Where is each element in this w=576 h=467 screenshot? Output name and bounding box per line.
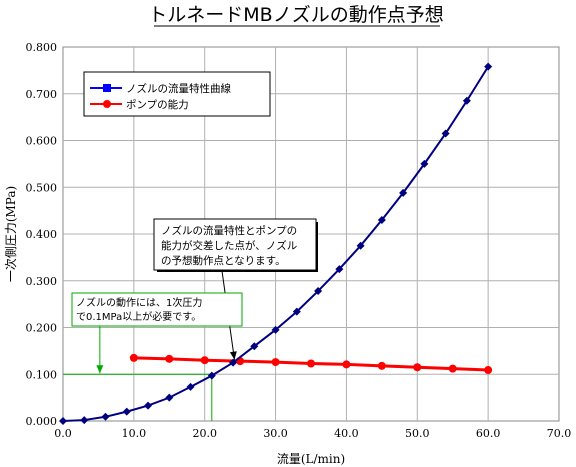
annotation-operating-point-line-1: ノズルの流量特性とポンプの — [161, 224, 297, 237]
data-point-pump — [342, 360, 351, 369]
annotation-operating-point-arrowhead — [229, 351, 237, 360]
x-tick-label: 40.0 — [334, 427, 359, 440]
data-point-nozzle — [356, 241, 365, 250]
data-point-nozzle — [292, 307, 301, 316]
x-tick-label: 0.0 — [54, 427, 72, 440]
annotation-min-pressure-arrowhead — [96, 365, 104, 374]
data-point-pump — [377, 361, 386, 370]
x-tick-labels: 0.0 10.0 20.0 30.0 40.0 50.0 60.0 70.0 — [54, 427, 571, 440]
y-tick-label: 0.300 — [26, 275, 58, 288]
series-layer — [59, 62, 493, 425]
y-tick-label: 0.100 — [26, 368, 58, 381]
legend-label-nozzle: ノズルの流量特性曲線 — [126, 82, 231, 95]
annotation-min-pressure-line-2: で0.1MPa以上が必要です。 — [76, 310, 201, 323]
data-point-nozzle — [165, 393, 174, 402]
data-point-pump — [484, 366, 493, 375]
data-point-pump — [271, 358, 280, 367]
data-point-pump — [129, 353, 138, 362]
data-point-pump — [200, 356, 209, 365]
annotation-min-pressure-box — [71, 292, 243, 327]
y-tick-label: 0.200 — [26, 322, 58, 335]
data-point-nozzle — [377, 215, 386, 224]
y-tick-label: 0.700 — [26, 88, 58, 101]
y-tick-label: 0.600 — [26, 135, 58, 148]
data-point-nozzle — [250, 342, 259, 351]
x-tick-label: 30.0 — [263, 427, 288, 440]
data-point-nozzle — [229, 358, 238, 367]
legend-box — [83, 71, 271, 117]
annotation-operating-point-box — [153, 218, 317, 271]
y-tick-label: 0.500 — [26, 181, 58, 194]
data-point-nozzle — [122, 407, 131, 416]
y-tick-labels: 0.000 0.100 0.200 0.300 0.400 0.500 0.600 0.700… — [26, 41, 58, 428]
data-point-nozzle — [186, 382, 195, 391]
annotation-operating-point-line-3: の予想動作点となります。 — [161, 254, 286, 267]
data-point-nozzle — [441, 129, 450, 138]
data-point-pump — [307, 359, 315, 368]
legend-marker-pump — [103, 100, 111, 108]
annotation-min-pressure-line-1: ノズルの動作には、1次圧力 — [76, 296, 202, 309]
data-point-pump — [413, 363, 422, 372]
data-point-pump — [165, 354, 174, 363]
legend-marker-nozzle — [103, 84, 111, 92]
data-point-nozzle — [271, 325, 280, 334]
chart-title: トルネードMBノズルの動作点予想 — [148, 4, 443, 26]
data-point-nozzle — [80, 416, 89, 425]
data-point-nozzle — [484, 62, 493, 71]
legend-label-pump: ポンプの能力 — [126, 98, 189, 111]
x-tick-label: 20.0 — [192, 427, 217, 440]
x-axis-label: 流量(L/min) — [277, 452, 345, 466]
y-axis-label: 一次側圧力(MPa) — [4, 186, 18, 282]
data-point-nozzle — [420, 159, 429, 168]
data-point-nozzle — [144, 401, 153, 410]
x-tick-label: 60.0 — [476, 427, 501, 440]
x-tick-label: 50.0 — [405, 427, 430, 440]
data-point-pump — [448, 364, 457, 373]
annotation-operating-point-line-2: 能力が交差した点が、ノズル — [161, 239, 297, 252]
annotation-min-pressure: ノズルの動作には、1次圧力 で0.1MPa以上が必要です。 — [71, 292, 243, 374]
data-point-nozzle — [59, 417, 67, 425]
data-point-nozzle — [207, 371, 216, 380]
data-point-nozzle — [101, 412, 110, 421]
data-point-nozzle — [335, 265, 344, 274]
legend: ノズルの流量特性曲線 ポンプの能力 — [83, 71, 271, 117]
y-tick-label: 0.400 — [26, 228, 58, 241]
y-tick-label: 0.800 — [26, 41, 58, 54]
x-tick-label: 70.0 — [547, 427, 572, 440]
x-tick-label: 10.0 — [122, 427, 147, 440]
data-point-nozzle — [314, 287, 323, 296]
annotation-operating-point: ノズルの流量特性とポンプの 能力が交差した点が、ノズル の予想動作点となります。 — [153, 218, 318, 360]
data-point-nozzle — [462, 96, 471, 105]
data-point-nozzle — [399, 188, 408, 197]
y-tick-label: 0.000 — [26, 415, 58, 428]
reference-lines — [63, 373, 213, 421]
